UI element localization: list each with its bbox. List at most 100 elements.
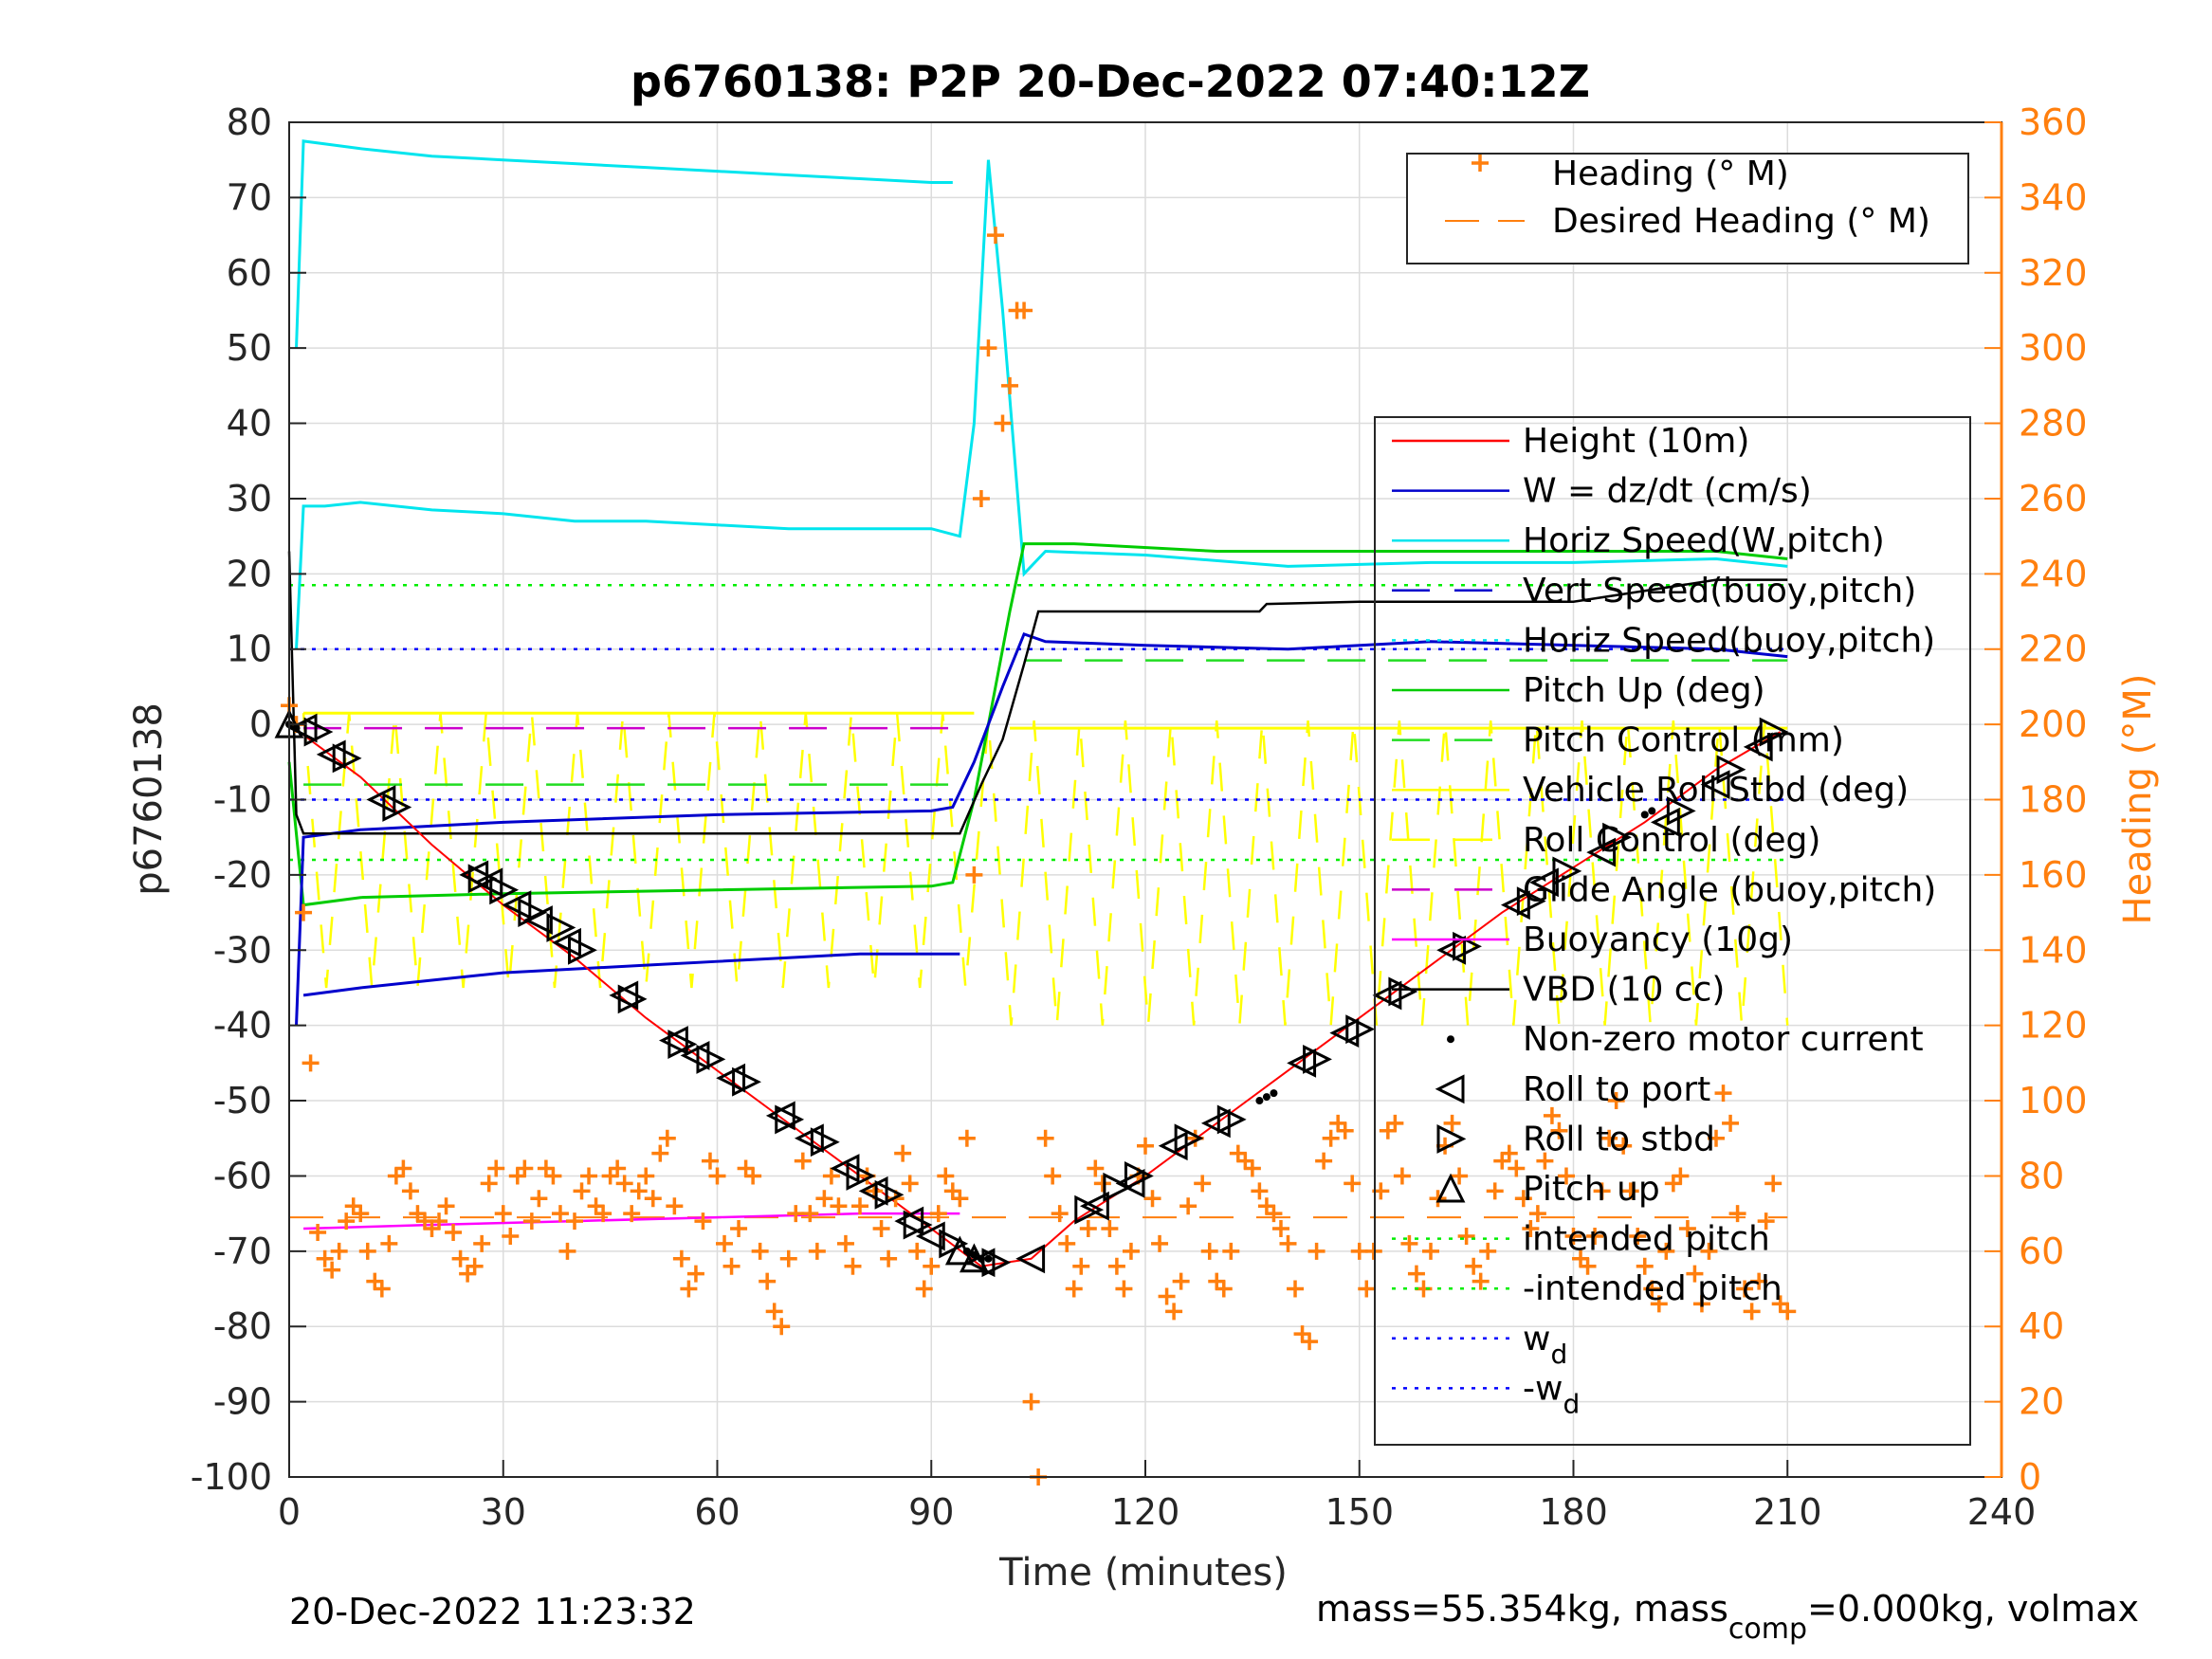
footer-mass-prefix: mass=55.354kg, mass bbox=[1316, 1588, 1728, 1630]
legend-label: Buoyancy (10g) bbox=[1523, 921, 1793, 959]
y-tick-label-left: -70 bbox=[213, 1231, 272, 1272]
series-horiz-speed-w-pitch-top bbox=[295, 139, 953, 349]
roll-to-port-marker bbox=[858, 1176, 888, 1206]
heading-point bbox=[901, 1175, 919, 1193]
y-tick-label-right: 100 bbox=[2019, 1080, 2088, 1121]
heading-point bbox=[1686, 1265, 1704, 1283]
heading-point bbox=[1122, 1242, 1140, 1260]
heading-point bbox=[1137, 1137, 1154, 1155]
motor-current-point bbox=[1640, 811, 1649, 819]
x-tick-label: 90 bbox=[908, 1491, 954, 1533]
heading-point bbox=[851, 1197, 868, 1215]
roll-to-port-marker bbox=[794, 1123, 824, 1154]
heading-point bbox=[666, 1197, 684, 1215]
heading-point bbox=[358, 1242, 376, 1260]
heading-point bbox=[694, 1212, 712, 1231]
heading-point bbox=[1172, 1272, 1190, 1290]
legend-main: Height (10m) W = dz/dt (cm/s) Horiz Speed(… bbox=[1374, 416, 1971, 1446]
heading-point bbox=[986, 227, 1004, 245]
heading-point bbox=[1336, 1121, 1354, 1139]
heading-point bbox=[1036, 1129, 1054, 1147]
heading-point bbox=[1657, 1242, 1675, 1260]
legend-label: Roll to stbd bbox=[1523, 1120, 1715, 1158]
heading-point bbox=[658, 1129, 676, 1147]
heading-point bbox=[494, 1205, 512, 1223]
roll-to-port-marker bbox=[1700, 770, 1730, 800]
series-vbd-10-cc bbox=[287, 551, 1788, 835]
heading-point bbox=[1265, 1205, 1283, 1223]
heading-point bbox=[1514, 1190, 1532, 1208]
heading-point bbox=[765, 1303, 783, 1321]
plot-series bbox=[287, 139, 1789, 1267]
heading-point bbox=[1429, 1190, 1447, 1208]
heading-point bbox=[1764, 1175, 1782, 1193]
heading-point bbox=[1536, 1152, 1554, 1170]
roll-to-port-marker bbox=[716, 1063, 746, 1093]
heading-point bbox=[445, 1223, 463, 1241]
roll-to-port-marker bbox=[1287, 1048, 1317, 1078]
heading-point bbox=[1051, 1205, 1069, 1223]
y-tick-label-right: 80 bbox=[2019, 1155, 2064, 1196]
legend-swatch bbox=[1436, 1123, 1467, 1154]
roll-to-stbd-marker bbox=[568, 935, 597, 965]
roll-to-port-marker bbox=[1743, 732, 1773, 762]
y-tick-label-right: 120 bbox=[2019, 1005, 2088, 1047]
x-tick-label: 150 bbox=[1325, 1491, 1394, 1533]
heading-point bbox=[1065, 1280, 1083, 1298]
heading-point bbox=[908, 1242, 926, 1260]
y-tick-label-left: 80 bbox=[227, 101, 272, 143]
heading-point bbox=[880, 1249, 898, 1267]
heading-point bbox=[473, 1234, 491, 1252]
heading-point bbox=[316, 1249, 334, 1267]
heading-point bbox=[1115, 1280, 1133, 1298]
y-tick-label-left: -100 bbox=[191, 1456, 272, 1498]
heading-point bbox=[951, 1190, 969, 1208]
legend-swatch bbox=[1435, 1074, 1465, 1104]
footer-timestamp: 20-Dec-2022 11:23:32 bbox=[289, 1591, 696, 1632]
roll-to-port-marker bbox=[1586, 837, 1617, 867]
heading-point bbox=[894, 1144, 912, 1162]
motor-current-point bbox=[970, 1250, 978, 1259]
y-tick-label-right: 240 bbox=[2019, 553, 2088, 594]
roll-to-stbd-marker bbox=[382, 793, 412, 822]
legend-main-box bbox=[1374, 416, 1971, 1446]
legend-label: W = dz/dt (cm/s) bbox=[1523, 472, 1812, 511]
roll-to-port-marker bbox=[1436, 935, 1467, 965]
x-tick-label: 30 bbox=[481, 1491, 526, 1533]
heading-point bbox=[708, 1167, 726, 1185]
roll-to-stbd-marker bbox=[1388, 976, 1418, 1007]
heading-point bbox=[1643, 1280, 1661, 1298]
heading-point bbox=[929, 1205, 947, 1223]
y-tick-label-right: 160 bbox=[2019, 854, 2088, 896]
heading-point bbox=[1629, 1227, 1647, 1245]
heading-point bbox=[1500, 1144, 1518, 1162]
x-tick-label: 0 bbox=[278, 1491, 301, 1533]
y-tick-label-right: 200 bbox=[2019, 703, 2088, 745]
heading-point bbox=[338, 1212, 356, 1231]
heading-point bbox=[1650, 1295, 1668, 1313]
roll-to-stbd-marker bbox=[732, 1066, 761, 1097]
y-tick-label-right: 340 bbox=[2019, 176, 2088, 218]
heading-point bbox=[1143, 1190, 1161, 1208]
series-buoyancy-10g bbox=[303, 1212, 960, 1231]
heading-point bbox=[630, 1182, 648, 1200]
heading-point bbox=[502, 1227, 520, 1245]
heading-point bbox=[623, 1205, 641, 1223]
y-tick-label-right: 140 bbox=[2019, 929, 2088, 971]
heading-point bbox=[1728, 1205, 1746, 1223]
heading-point bbox=[1736, 1280, 1754, 1298]
roll-to-stbd-marker bbox=[332, 743, 362, 774]
motor-current-point bbox=[292, 724, 301, 733]
heading-point bbox=[744, 1167, 762, 1185]
roll-to-stbd-marker bbox=[1552, 856, 1582, 886]
legend-label: Vert Speed(buoy,pitch) bbox=[1523, 572, 1916, 611]
series-w-dz-dt-cm-s bbox=[295, 631, 1788, 1026]
heading-point bbox=[1243, 1159, 1261, 1177]
x-tick-label: 180 bbox=[1539, 1491, 1608, 1533]
legend-label: -intended pitch bbox=[1523, 1269, 1782, 1308]
heading-point bbox=[1593, 1182, 1611, 1200]
x-tick-label: 210 bbox=[1753, 1491, 1822, 1533]
y-tick-label-left: 0 bbox=[249, 703, 272, 745]
heading-point bbox=[1579, 1257, 1597, 1275]
y-tick-label-right: 60 bbox=[2019, 1231, 2064, 1272]
